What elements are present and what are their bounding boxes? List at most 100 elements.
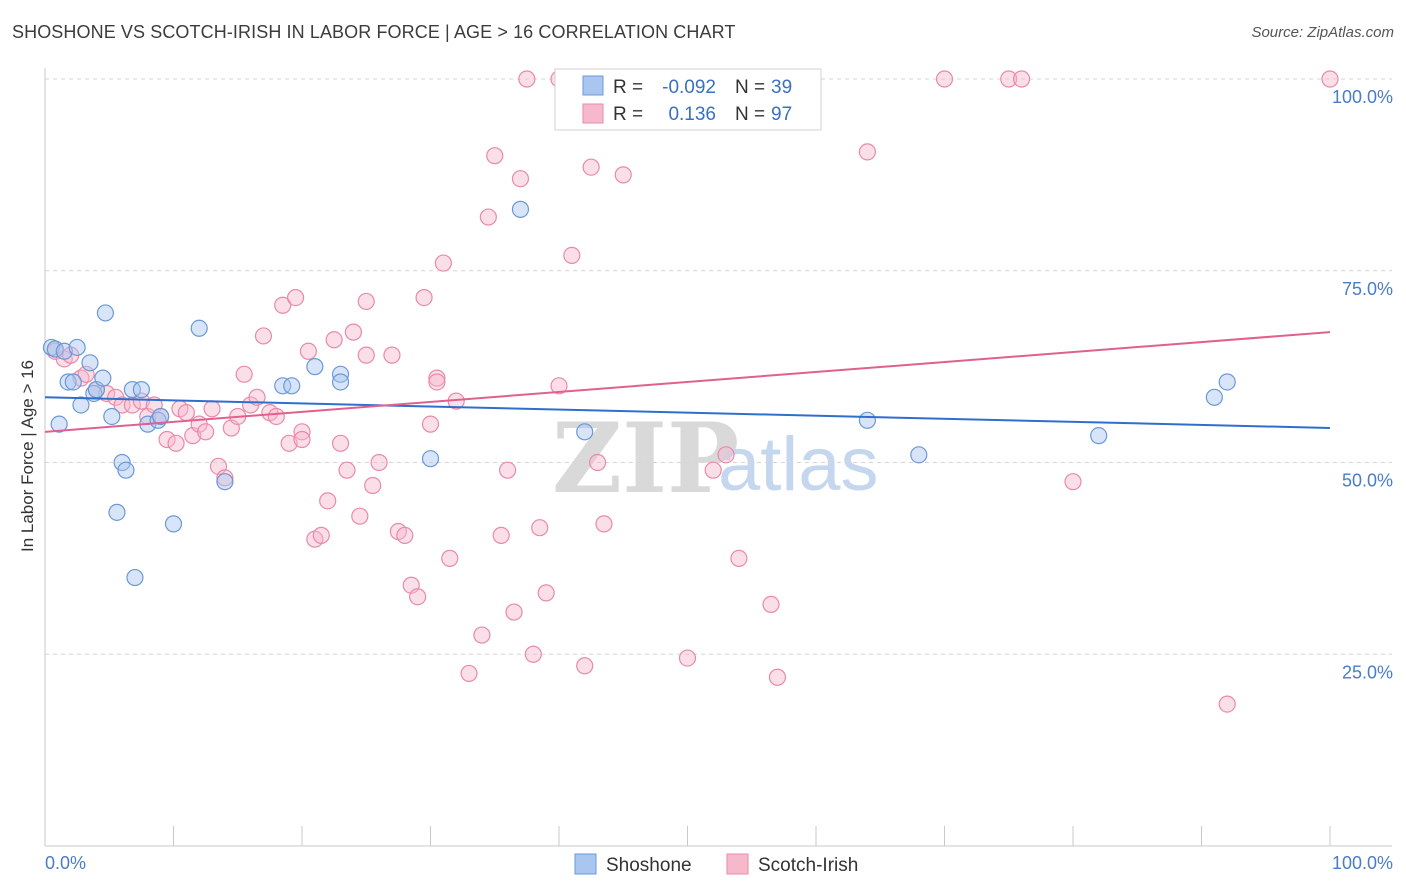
scotch-irish-point-42 bbox=[338, 461, 356, 479]
scotch-irish-point-52 bbox=[409, 588, 427, 606]
scotch-irish-point-40 bbox=[325, 331, 343, 349]
shoshone-point-25 bbox=[216, 473, 234, 491]
scotch-irish-point-78 bbox=[704, 461, 722, 479]
y-tick-label-3: 100.0% bbox=[1332, 87, 1393, 107]
shoshone-point-17 bbox=[126, 568, 144, 587]
scotch-irish-point-70 bbox=[550, 377, 568, 395]
scotch-irish-point-53 bbox=[415, 288, 433, 307]
shoshone-point-24 bbox=[190, 319, 208, 337]
scotch-irish-point-65 bbox=[505, 603, 523, 621]
shoshone-point-32 bbox=[511, 200, 530, 218]
scotch-irish-point-50 bbox=[396, 526, 414, 544]
shoshone-r-label: R = bbox=[613, 77, 643, 98]
shoshone-n-value: 39 bbox=[771, 77, 792, 98]
source-label: Source: ZipAtlas.com bbox=[1251, 24, 1394, 41]
scotch-irish-point-31 bbox=[267, 407, 285, 426]
scotch-irish-point-90 bbox=[518, 70, 536, 88]
y-tick-labels: 25.0% 50.0% 75.0% 100.0% bbox=[1332, 87, 1393, 682]
shoshone-point-26 bbox=[274, 377, 292, 395]
scotch-irish-point-21 bbox=[203, 400, 221, 418]
shoshone-points bbox=[42, 200, 1236, 587]
scotch-irish-point-67 bbox=[524, 645, 542, 663]
shoshone-point-12 bbox=[96, 304, 114, 322]
scotch-irish-point-54 bbox=[421, 415, 440, 433]
scotch-irish-point-95 bbox=[293, 430, 311, 449]
scotch-irish-point-20 bbox=[197, 423, 215, 441]
scotch-irish-point-64 bbox=[499, 461, 517, 479]
shoshone-point-14 bbox=[108, 503, 126, 521]
y-tick-label-0: 25.0% bbox=[1342, 662, 1393, 682]
scotch-irish-swatch-icon bbox=[582, 103, 604, 124]
x-tick-label-max: 100.0% bbox=[1332, 853, 1393, 873]
shoshone-point-8 bbox=[81, 354, 99, 372]
y-tick-label-1: 50.0% bbox=[1342, 471, 1393, 491]
scotch-irish-point-33 bbox=[280, 434, 298, 452]
shoshone-point-7 bbox=[72, 396, 90, 414]
scotch-irish-point-47 bbox=[370, 453, 388, 472]
gridlines bbox=[45, 78, 1392, 655]
scotch-irish-point-71 bbox=[563, 246, 581, 265]
watermark-zip: ZIP bbox=[552, 402, 739, 515]
scotch-irish-point-66 bbox=[511, 170, 530, 188]
scotch-irish-point-14 bbox=[158, 430, 176, 449]
scotch-irish-points bbox=[46, 70, 1339, 713]
shoshone-point-28 bbox=[306, 358, 324, 376]
shoshone-point-11 bbox=[94, 369, 112, 387]
scotch-irish-r-label: R = bbox=[613, 104, 643, 125]
scotch-irish-point-69 bbox=[537, 584, 555, 602]
scotch-irish-point-57 bbox=[441, 549, 459, 567]
scotch-irish-point-29 bbox=[254, 327, 273, 345]
stats-legend: R = -0.092 N = 39 R = 0.136 N = 97 bbox=[554, 68, 822, 131]
scotch-irish-r-value: 0.136 bbox=[668, 104, 716, 125]
scotch-irish-point-48 bbox=[383, 346, 401, 364]
shoshone-point-13 bbox=[103, 407, 121, 426]
shoshone-point-37 bbox=[1205, 388, 1223, 406]
scotch-irish-point-94 bbox=[428, 373, 446, 391]
chart-title: SHOSHONE VS SCOTCH-IRISH IN LABOR FORCE … bbox=[12, 22, 736, 42]
scotch-irish-point-44 bbox=[351, 507, 369, 525]
series-legend: Shoshone Scotch-Irish bbox=[574, 853, 858, 876]
scotch-irish-point-79 bbox=[717, 446, 735, 464]
shoshone-point-31 bbox=[421, 450, 440, 468]
shoshone-point-2 bbox=[50, 415, 68, 433]
scotch-irish-point-72 bbox=[576, 657, 594, 675]
scotch-irish-trend-line bbox=[44, 331, 1331, 433]
y-axis-title: In Labor Force | Age > 16 bbox=[18, 360, 37, 552]
scotch-irish-point-62 bbox=[486, 147, 504, 165]
legend-shoshone-swatch-icon bbox=[574, 853, 597, 875]
shoshone-trend-line bbox=[44, 396, 1331, 429]
scotch-irish-point-59 bbox=[460, 664, 478, 683]
shoshone-point-16 bbox=[117, 461, 135, 479]
scotch-irish-point-46 bbox=[364, 476, 382, 495]
shoshone-point-38 bbox=[1218, 373, 1236, 391]
shoshone-swatch-icon bbox=[582, 75, 604, 96]
scotch-irish-point-9 bbox=[123, 396, 141, 414]
scotch-irish-point-82 bbox=[768, 668, 787, 686]
scotch-irish-point-77 bbox=[678, 649, 697, 667]
scotch-irish-point-43 bbox=[344, 323, 362, 341]
shoshone-point-4 bbox=[59, 373, 77, 391]
scotch-irish-point-39 bbox=[319, 492, 337, 510]
scotch-irish-point-73 bbox=[582, 158, 600, 176]
shoshone-point-6 bbox=[68, 338, 86, 357]
shoshone-point-3 bbox=[55, 342, 73, 360]
shoshone-point-30 bbox=[331, 373, 350, 391]
x-tick-label-min: 0.0% bbox=[45, 853, 86, 873]
shoshone-point-34 bbox=[858, 411, 877, 429]
x-axis-ticks bbox=[44, 826, 1331, 846]
legend-shoshone-label: Shoshone bbox=[606, 855, 692, 876]
scotch-irish-n-label: N = bbox=[735, 104, 765, 125]
shoshone-point-18 bbox=[123, 381, 141, 399]
shoshone-point-36 bbox=[1090, 427, 1108, 445]
scotch-irish-point-89 bbox=[1321, 70, 1339, 88]
scotch-irish-point-63 bbox=[492, 526, 510, 544]
scotch-irish-point-55 bbox=[428, 369, 446, 387]
scotch-irish-point-83 bbox=[858, 143, 877, 161]
scotch-irish-point-34 bbox=[286, 288, 305, 307]
scotch-irish-point-80 bbox=[730, 549, 748, 567]
scotch-irish-point-68 bbox=[531, 519, 549, 537]
scotch-irish-point-86 bbox=[1012, 70, 1031, 88]
scotch-irish-point-96 bbox=[357, 346, 375, 364]
scotch-irish-point-60 bbox=[473, 626, 491, 644]
